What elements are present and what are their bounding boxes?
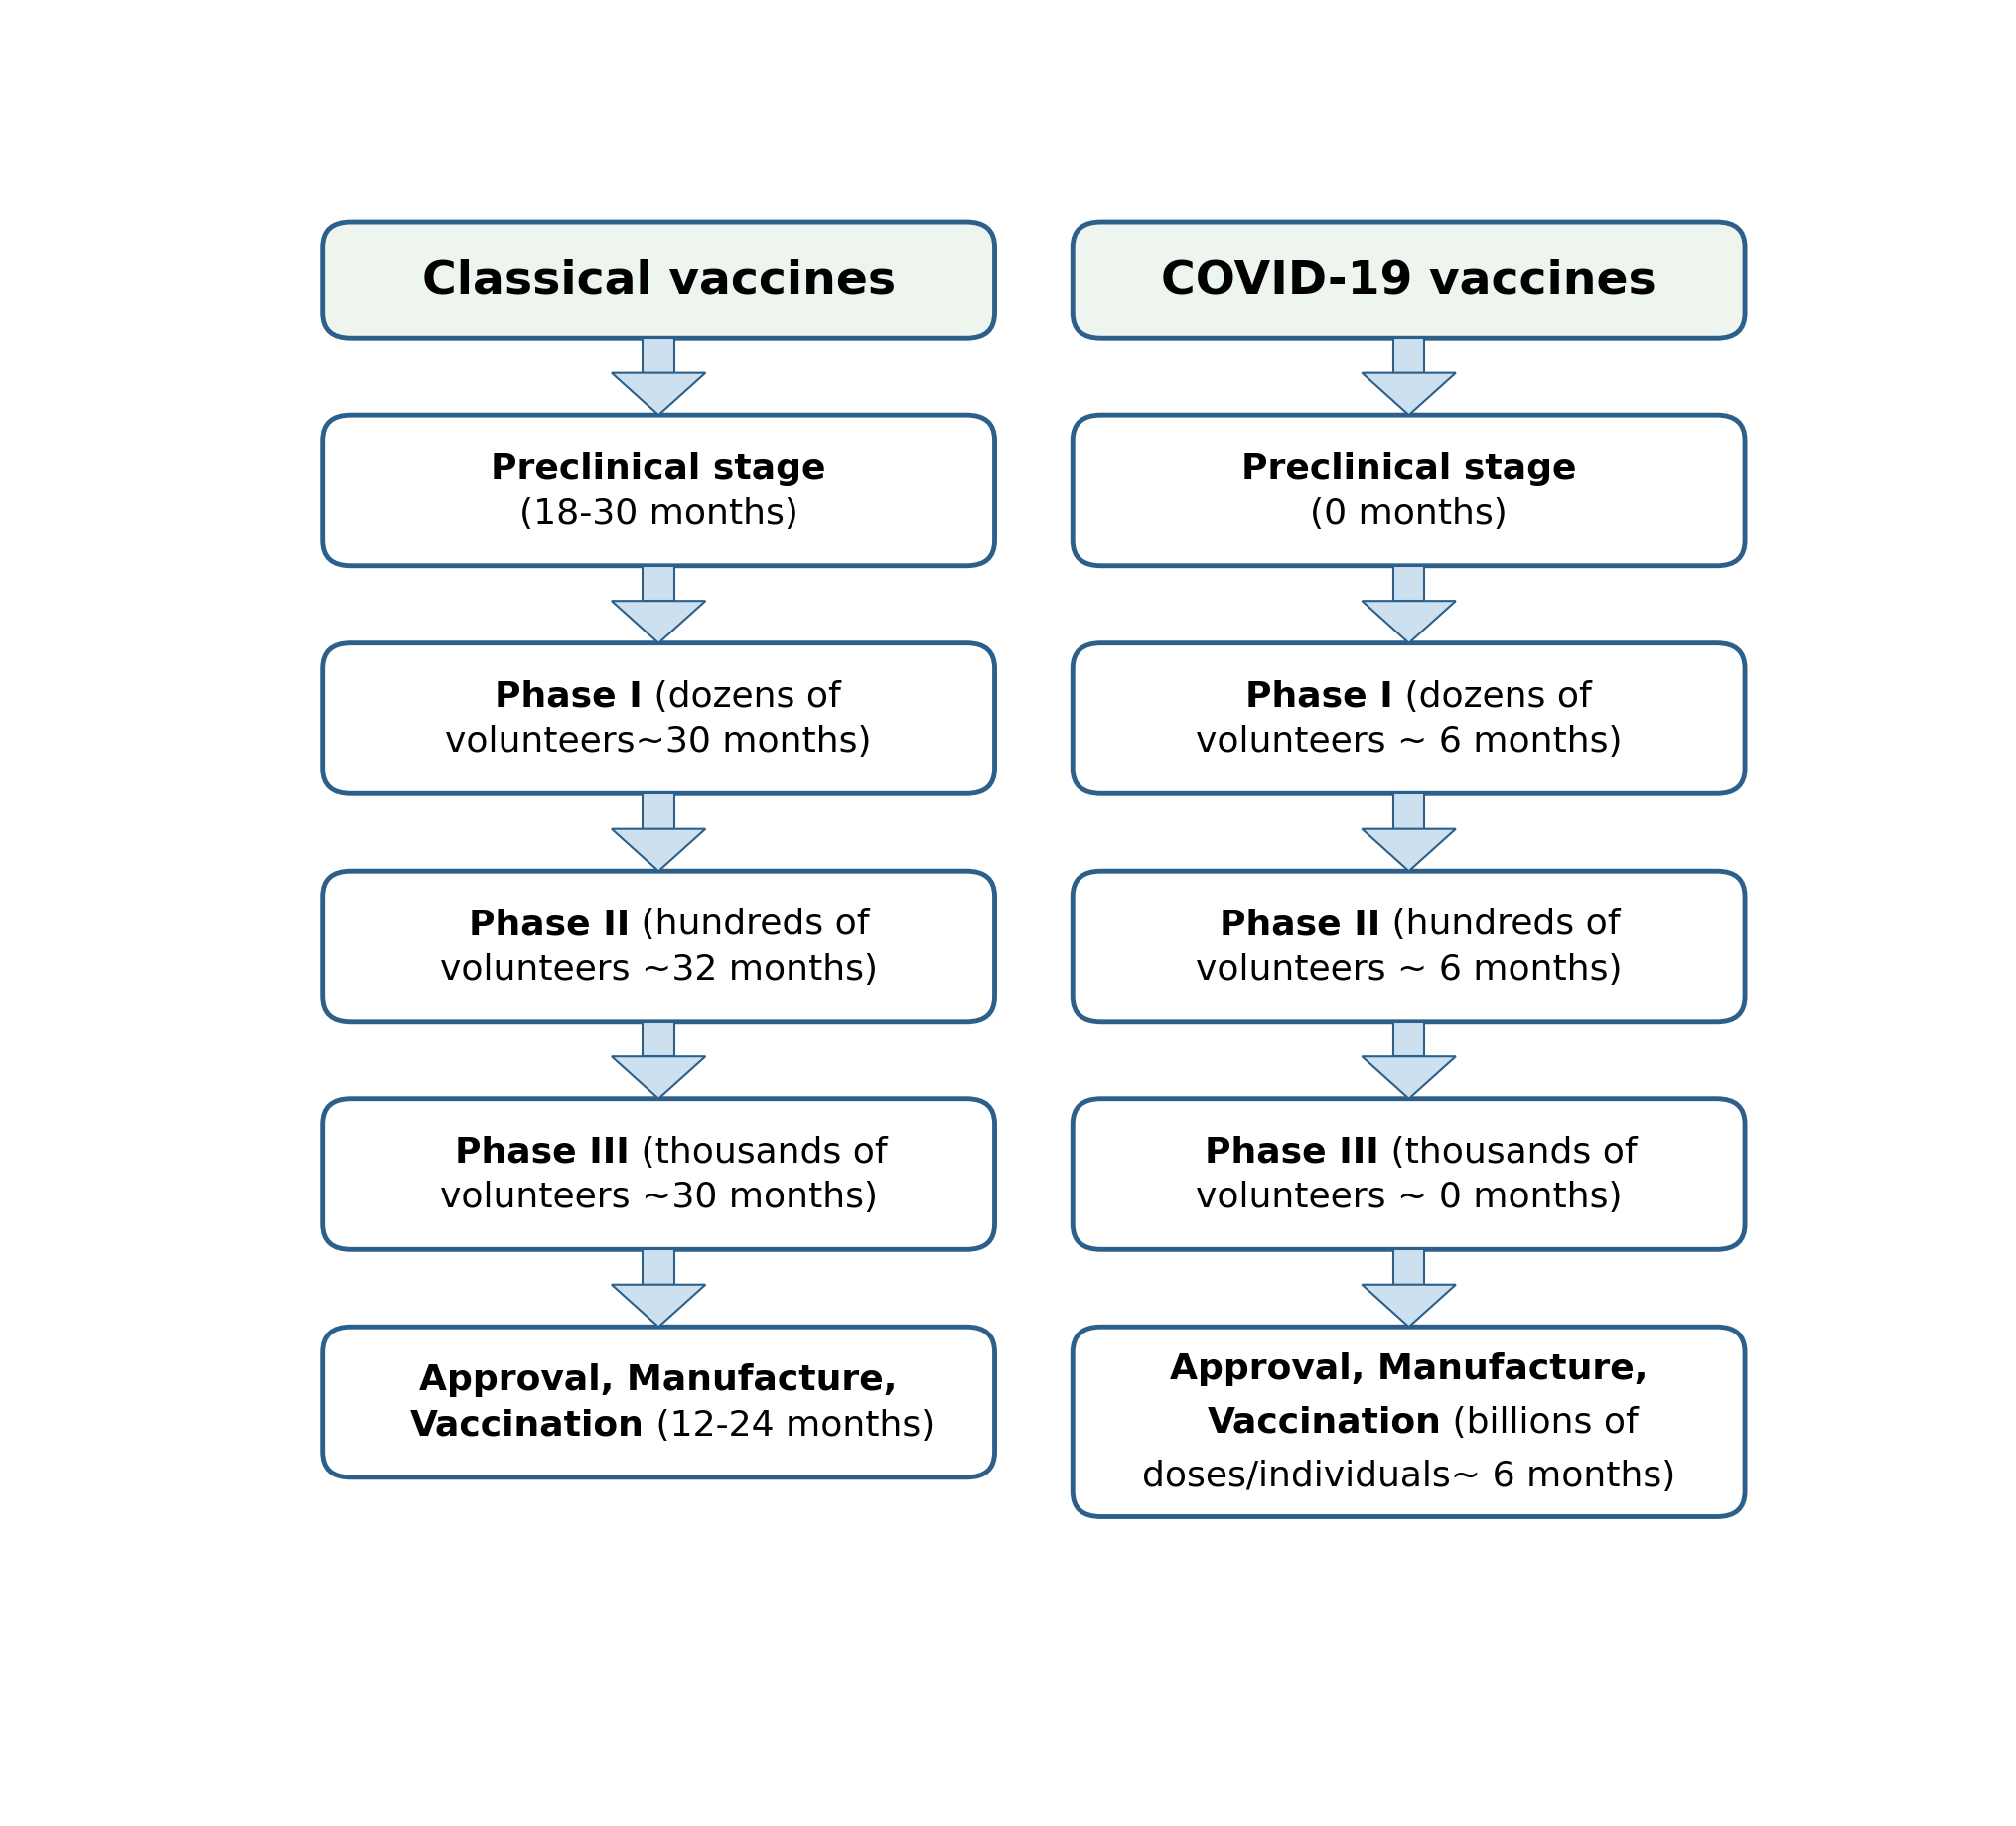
Text: volunteers ~ 0 months): volunteers ~ 0 months) — [1195, 1180, 1621, 1214]
Text: (dozens of: (dozens of — [643, 679, 841, 714]
Text: Phase II: Phase II — [1218, 908, 1379, 940]
FancyBboxPatch shape — [323, 223, 994, 338]
Polygon shape — [611, 829, 706, 871]
Text: (18-30 months): (18-30 months) — [518, 497, 798, 531]
FancyBboxPatch shape — [1393, 338, 1423, 374]
FancyBboxPatch shape — [1073, 645, 1744, 794]
Text: COVID-19 vaccines: COVID-19 vaccines — [1161, 259, 1655, 303]
FancyBboxPatch shape — [643, 1249, 673, 1286]
Text: volunteers ~ 6 months): volunteers ~ 6 months) — [1195, 725, 1621, 758]
FancyBboxPatch shape — [1073, 416, 1744, 566]
FancyBboxPatch shape — [1393, 794, 1423, 829]
FancyBboxPatch shape — [323, 871, 994, 1023]
Text: (dozens of: (dozens of — [1393, 679, 1591, 714]
Text: volunteers ~32 months): volunteers ~32 months) — [439, 953, 877, 986]
Text: (thousands of: (thousands of — [629, 1136, 887, 1169]
Text: Preclinical stage: Preclinical stage — [1240, 451, 1577, 486]
FancyBboxPatch shape — [643, 1023, 673, 1057]
Text: Vaccination: Vaccination — [1206, 1404, 1441, 1439]
FancyBboxPatch shape — [323, 416, 994, 566]
FancyBboxPatch shape — [1073, 871, 1744, 1023]
Text: (12-24 months): (12-24 months) — [645, 1408, 933, 1443]
Polygon shape — [1361, 374, 1456, 416]
Text: (hundreds of: (hundreds of — [629, 908, 869, 940]
Polygon shape — [1361, 1286, 1456, 1328]
Text: (0 months): (0 months) — [1310, 497, 1506, 531]
FancyBboxPatch shape — [643, 794, 673, 829]
Polygon shape — [611, 601, 706, 645]
FancyBboxPatch shape — [1393, 1023, 1423, 1057]
FancyBboxPatch shape — [323, 1099, 994, 1249]
Text: doses/individuals~ 6 months): doses/individuals~ 6 months) — [1141, 1459, 1675, 1492]
Text: Phase III: Phase III — [1204, 1136, 1379, 1169]
Text: volunteers ~30 months): volunteers ~30 months) — [439, 1180, 877, 1214]
Text: Preclinical stage: Preclinical stage — [490, 451, 827, 486]
Text: Approval, Manufacture,: Approval, Manufacture, — [1169, 1351, 1647, 1386]
FancyBboxPatch shape — [1393, 1249, 1423, 1286]
Polygon shape — [1361, 829, 1456, 871]
Text: Vaccination: Vaccination — [409, 1408, 645, 1443]
Text: Classical vaccines: Classical vaccines — [421, 259, 895, 303]
FancyBboxPatch shape — [323, 645, 994, 794]
Text: Phase II: Phase II — [468, 908, 629, 940]
Text: Phase III: Phase III — [454, 1136, 629, 1169]
Polygon shape — [611, 1286, 706, 1328]
FancyBboxPatch shape — [643, 566, 673, 601]
Text: (thousands of: (thousands of — [1379, 1136, 1637, 1169]
Polygon shape — [1361, 1057, 1456, 1099]
Text: Phase I: Phase I — [1244, 679, 1393, 714]
Text: Phase I: Phase I — [494, 679, 643, 714]
Text: volunteers~30 months): volunteers~30 months) — [446, 725, 871, 758]
FancyBboxPatch shape — [1073, 1328, 1744, 1517]
Polygon shape — [1361, 601, 1456, 645]
Polygon shape — [611, 1057, 706, 1099]
FancyBboxPatch shape — [1393, 566, 1423, 601]
FancyBboxPatch shape — [323, 1328, 994, 1477]
Text: volunteers ~ 6 months): volunteers ~ 6 months) — [1195, 953, 1621, 986]
Text: Approval, Manufacture,: Approval, Manufacture, — [419, 1362, 897, 1397]
Text: (hundreds of: (hundreds of — [1379, 908, 1619, 940]
Polygon shape — [611, 374, 706, 416]
Text: (billions of: (billions of — [1441, 1404, 1637, 1439]
FancyBboxPatch shape — [1073, 1099, 1744, 1249]
FancyBboxPatch shape — [643, 338, 673, 374]
FancyBboxPatch shape — [1073, 223, 1744, 338]
